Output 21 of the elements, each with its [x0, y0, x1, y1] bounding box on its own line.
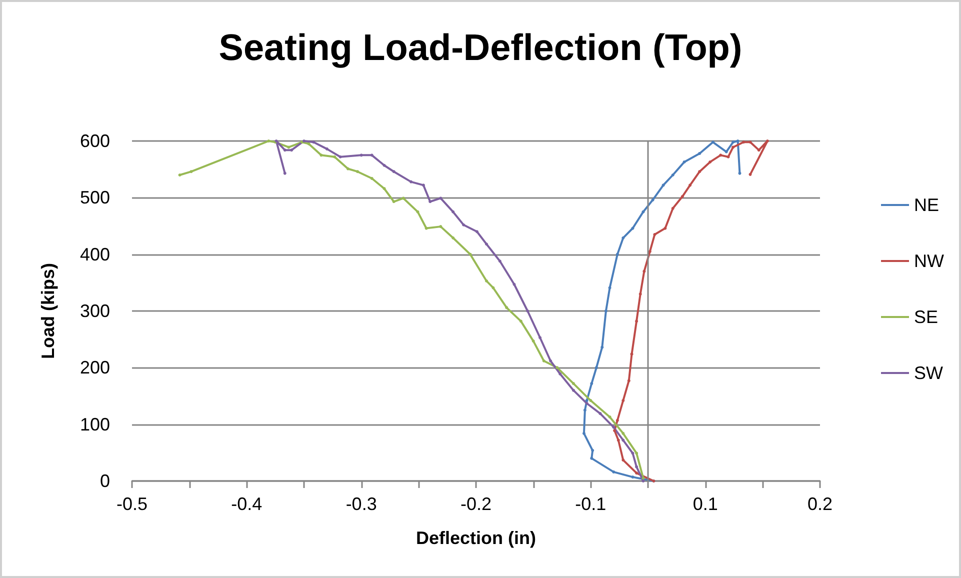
x-tick-label: 0.2 — [807, 494, 833, 514]
x-axis-title: Deflection (in) — [416, 528, 536, 548]
legend-label: SE — [914, 307, 938, 327]
x-tick-label: -0.5 — [116, 494, 148, 514]
x-tick-label: 0.1 — [692, 494, 718, 514]
y-tick-label: 500 — [80, 188, 110, 208]
x-tick-label: -0.1 — [575, 494, 606, 514]
x-tick-label: -0.2 — [460, 494, 492, 514]
legend-label: NW — [914, 251, 944, 271]
legend-label: NE — [914, 195, 940, 215]
chart-title: Seating Load-Deflection (Top) — [218, 27, 742, 68]
legend-label: SW — [914, 363, 944, 383]
y-tick-label: 100 — [80, 414, 110, 434]
y-tick-label: 200 — [80, 358, 110, 378]
y-tick-label: 600 — [80, 131, 110, 151]
y-axis-title: Load (kips) — [38, 262, 58, 360]
y-tick-label: 400 — [80, 244, 110, 264]
y-tick-label: 300 — [80, 301, 110, 321]
x-tick-label: -0.3 — [346, 494, 377, 514]
y-tick-label: 0 — [100, 471, 110, 491]
x-tick-label: -0.4 — [231, 494, 262, 514]
